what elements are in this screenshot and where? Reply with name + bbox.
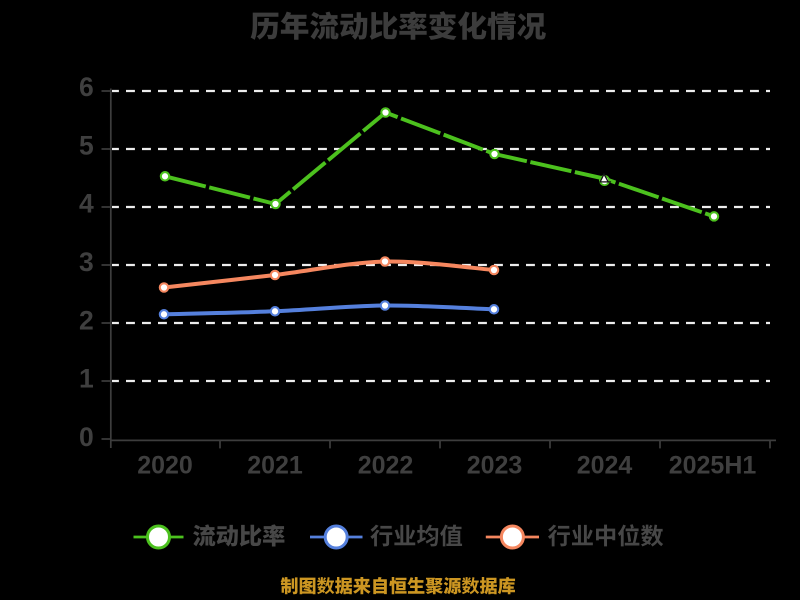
svg-text:5: 5 [79, 130, 94, 160]
svg-text:2023: 2023 [467, 452, 523, 480]
svg-text:2021: 2021 [247, 452, 303, 480]
svg-text:1: 1 [79, 364, 94, 394]
svg-text:6: 6 [79, 72, 94, 102]
svg-text:2022: 2022 [358, 452, 414, 480]
svg-text:2: 2 [79, 305, 94, 335]
svg-text:4: 4 [79, 189, 94, 219]
svg-text:3: 3 [79, 247, 94, 277]
svg-text:0: 0 [79, 422, 94, 452]
svg-text:2025H1: 2025H1 [669, 452, 757, 480]
svg-text:2024: 2024 [577, 452, 633, 480]
svg-text:2020: 2020 [137, 452, 193, 480]
